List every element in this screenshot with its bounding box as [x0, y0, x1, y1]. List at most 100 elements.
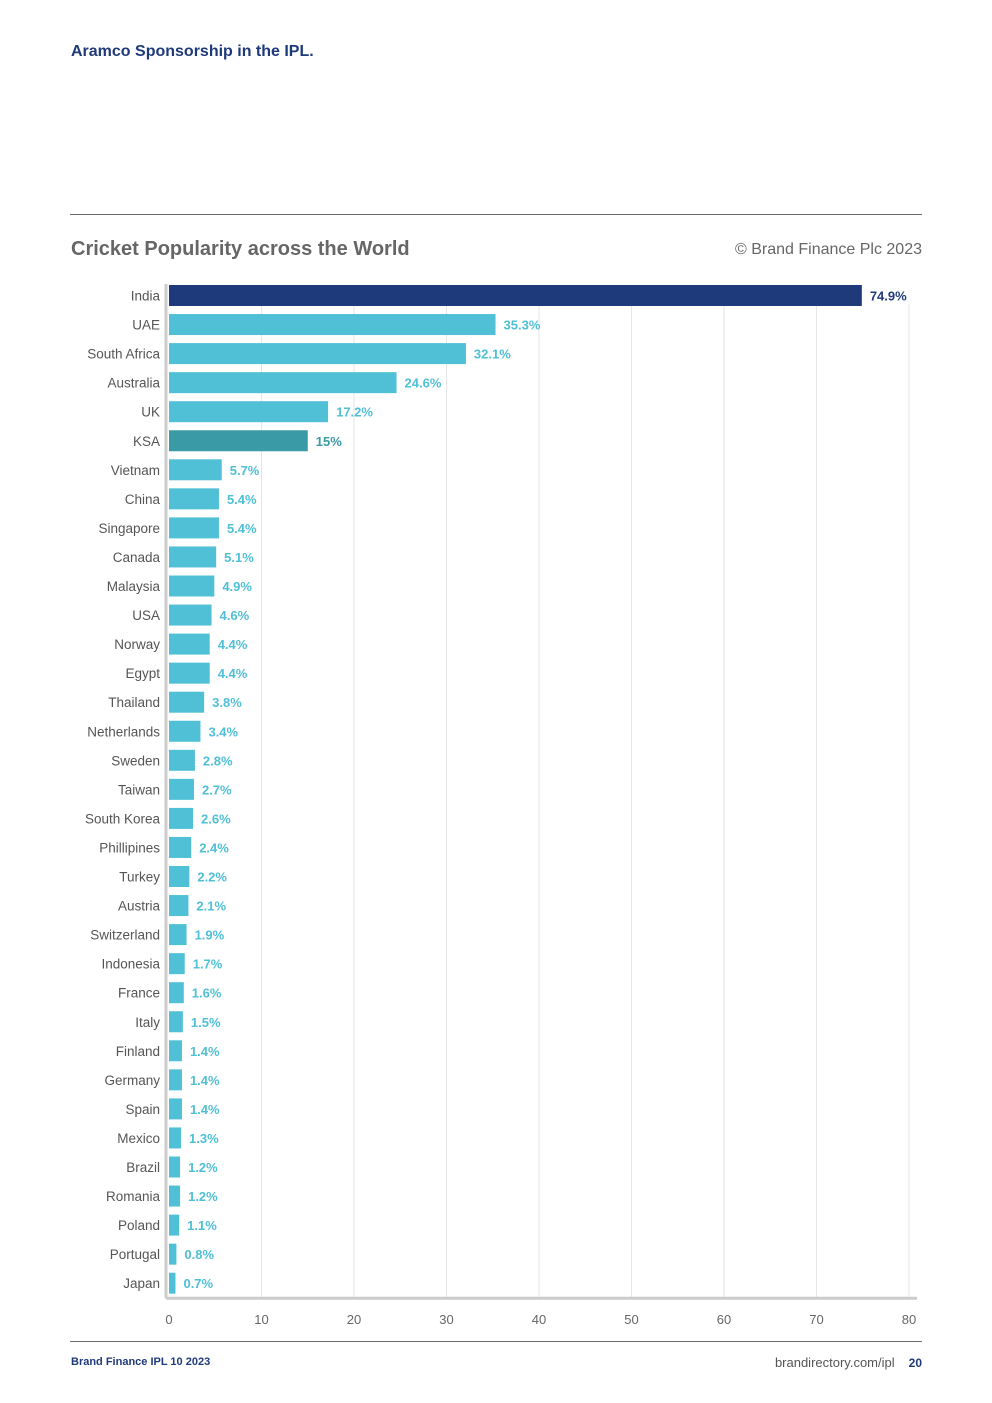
category-label: Italy: [135, 1015, 160, 1030]
category-label: Mexico: [117, 1131, 160, 1146]
category-label: Switzerland: [90, 928, 160, 943]
bar: [169, 662, 210, 684]
bar: [169, 1011, 183, 1033]
data-label: 4.4%: [218, 666, 248, 681]
bar: [169, 866, 190, 887]
data-label: 2.8%: [203, 753, 233, 768]
category-label: Germany: [104, 1073, 160, 1088]
category-label: Austria: [118, 899, 161, 914]
bar: [169, 1214, 180, 1236]
category-label: Japan: [123, 1276, 160, 1291]
bar: [169, 924, 187, 946]
category-label: Phillipines: [99, 840, 160, 855]
bar: [169, 1040, 182, 1062]
bar: [169, 604, 212, 626]
category-label: Singapore: [98, 521, 160, 536]
data-label: 5.7%: [230, 463, 260, 478]
category-label: Indonesia: [101, 957, 160, 972]
data-label: 5.4%: [227, 492, 257, 507]
bar: [169, 459, 222, 481]
category-label: Australia: [107, 376, 160, 391]
data-label: 1.1%: [187, 1218, 217, 1233]
data-label: 4.9%: [222, 579, 252, 594]
bar: [169, 1098, 182, 1120]
bar: [169, 633, 210, 655]
data-label: 0.7%: [183, 1276, 213, 1291]
category-label: Norway: [114, 637, 160, 652]
category-label: Portugal: [110, 1247, 160, 1262]
data-label: 5.1%: [224, 550, 254, 565]
bar: [169, 836, 192, 858]
category-label: Spain: [125, 1102, 160, 1117]
data-label: 1.4%: [190, 1073, 220, 1088]
x-tick-label: 40: [532, 1312, 546, 1327]
bar: [169, 285, 862, 306]
bar: [169, 430, 308, 452]
data-label: 5.4%: [227, 521, 257, 536]
category-label: USA: [132, 608, 160, 623]
x-tick-label: 60: [717, 1312, 731, 1327]
x-tick-label: 80: [902, 1312, 916, 1327]
data-label: 1.9%: [195, 928, 225, 943]
data-label: 1.7%: [193, 957, 223, 972]
category-label: China: [125, 492, 161, 507]
x-tick-label: 0: [165, 1312, 172, 1327]
data-label: 1.3%: [189, 1131, 219, 1146]
data-label: 4.4%: [218, 637, 248, 652]
category-label: Vietnam: [111, 463, 160, 478]
x-tick-label: 10: [254, 1312, 268, 1327]
bar: [169, 1272, 176, 1294]
bar: [169, 372, 397, 394]
footer-right: brandirectory.com/ipl 20: [775, 1355, 922, 1370]
category-label: France: [118, 986, 160, 1001]
document-header: Aramco Sponsorship in the IPL.: [71, 43, 314, 60]
bar: [169, 401, 329, 423]
data-label: 2.4%: [199, 840, 229, 855]
data-label: 1.4%: [190, 1044, 220, 1059]
data-label: 1.2%: [188, 1160, 218, 1175]
data-label: 1.5%: [191, 1015, 221, 1030]
bar: [169, 1069, 182, 1091]
bottom-divider: [70, 1341, 922, 1342]
data-label: 2.7%: [202, 782, 232, 797]
data-label: 2.1%: [196, 899, 226, 914]
bar: [169, 953, 185, 975]
data-label: 2.2%: [197, 870, 227, 885]
bar-chart: 0 10 20 30 40 50 60 70 80 India 74.9% UAE 35.3% South…: [85, 284, 917, 1327]
data-label: 3.4%: [208, 724, 238, 739]
bar: [169, 749, 195, 771]
bar: [169, 807, 194, 829]
data-label: 32.1%: [474, 347, 511, 362]
category-label: UAE: [132, 318, 160, 333]
data-label: 1.4%: [190, 1102, 220, 1117]
category-label: South Africa: [87, 347, 160, 362]
chart-title: Cricket Popularity across the World: [71, 238, 410, 260]
category-label: India: [131, 289, 161, 304]
data-label: 4.6%: [220, 608, 250, 623]
category-label: Sweden: [111, 753, 160, 768]
category-label: Canada: [113, 550, 161, 565]
data-label: 17.2%: [336, 405, 373, 420]
bar: [169, 343, 466, 365]
x-tick-label: 30: [439, 1312, 453, 1327]
data-label: 35.3%: [504, 318, 541, 333]
category-label: KSA: [133, 434, 160, 449]
category-label: Malaysia: [107, 579, 161, 594]
category-label: South Korea: [85, 811, 161, 826]
data-label: 24.6%: [405, 376, 442, 391]
top-divider: [70, 214, 922, 215]
footer-publication: Brand Finance IPL 10 2023: [71, 1356, 211, 1368]
bar: [169, 778, 194, 800]
category-label: Finland: [116, 1044, 160, 1059]
category-label: Netherlands: [87, 724, 160, 739]
bar: [169, 720, 201, 742]
category-label: Poland: [118, 1218, 160, 1233]
data-label: 15%: [316, 434, 342, 449]
data-label: 74.9%: [870, 289, 907, 304]
bar: [169, 546, 217, 568]
data-label: 2.6%: [201, 811, 231, 826]
bar: [169, 575, 215, 597]
bar: [169, 1243, 177, 1265]
data-label: 1.6%: [192, 986, 222, 1001]
footer-url[interactable]: brandirectory.com/ipl: [774, 1355, 895, 1370]
